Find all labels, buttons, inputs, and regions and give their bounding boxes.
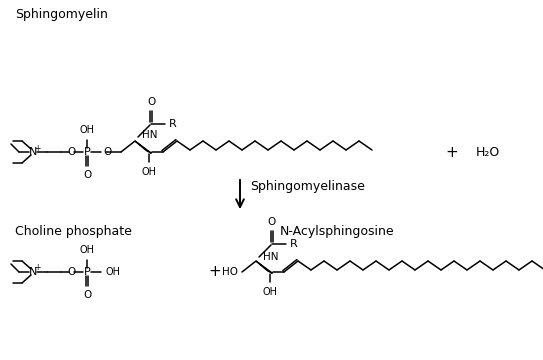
- Text: +: +: [209, 265, 222, 279]
- Text: N: N: [29, 147, 37, 157]
- Text: +: +: [34, 144, 40, 153]
- Text: O: O: [268, 217, 276, 227]
- Text: HN: HN: [142, 130, 157, 140]
- Polygon shape: [135, 141, 151, 153]
- Text: O: O: [103, 147, 111, 157]
- Text: +: +: [34, 264, 40, 273]
- Text: Sphingomyelinase: Sphingomyelinase: [250, 180, 365, 193]
- Text: R: R: [290, 239, 298, 249]
- Text: OH: OH: [262, 287, 277, 297]
- Polygon shape: [256, 261, 273, 273]
- Text: HN: HN: [263, 252, 279, 262]
- Text: +: +: [446, 144, 458, 159]
- Text: O: O: [83, 290, 91, 300]
- Text: H₂O: H₂O: [476, 145, 500, 158]
- Text: OH: OH: [105, 267, 120, 277]
- Text: P: P: [84, 267, 90, 277]
- Text: O: O: [67, 147, 75, 157]
- Text: P: P: [84, 147, 90, 157]
- Text: OH: OH: [79, 245, 94, 255]
- Text: O: O: [83, 170, 91, 180]
- Text: N-Acylsphingosine: N-Acylsphingosine: [280, 225, 395, 238]
- Text: O: O: [67, 267, 75, 277]
- Text: OH: OH: [142, 167, 156, 177]
- Text: O: O: [147, 97, 155, 107]
- Text: R: R: [169, 119, 177, 129]
- Text: N: N: [29, 267, 37, 277]
- Text: Choline phosphate: Choline phosphate: [15, 225, 132, 238]
- Text: OH: OH: [79, 125, 94, 135]
- Text: Sphingomyelin: Sphingomyelin: [15, 8, 108, 21]
- Text: HO: HO: [222, 267, 238, 277]
